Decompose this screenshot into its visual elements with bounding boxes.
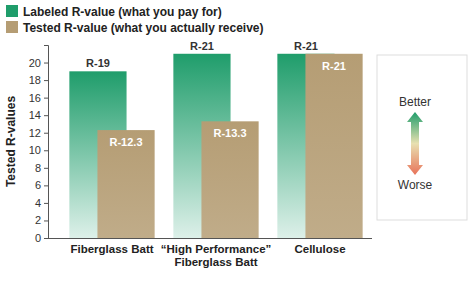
tick-mark [44,115,48,116]
bar [305,54,362,238]
axis-title: Tested R-values [4,96,18,187]
tick-mark [44,238,48,239]
bar [97,130,154,238]
annotation-frame [377,55,467,220]
tick-mark [44,133,48,134]
tick-mark [44,220,48,221]
tick: 14 [29,109,48,121]
axis-line [48,238,372,239]
tick: 16 [29,92,48,104]
tick: 0 [35,232,48,244]
axis-line [44,46,49,239]
data-label: R-12.3 [110,136,143,148]
data-label: R-19 [86,57,110,69]
tick: Cellulose [294,243,345,255]
data-label: R-21 [294,40,318,52]
tick: 20 [29,57,48,69]
arrow [407,112,423,175]
legend-label: Tested R-value (what you actually receiv… [23,21,264,35]
data-labels: R-19 R-21 R-21 R-12.3 R-13.3 R-21 [86,40,346,148]
legend-swatch [6,5,18,17]
annotation: Better Worse [377,55,467,220]
chart: R-19 R-21 R-21 R-12.3 R-13.3 R-21 0 2 4 6 8 10 12 14 1… [0,0,473,292]
data-label: R-21 [322,60,346,72]
tick-label: Cellulose [294,243,345,255]
tick: 8 [35,162,48,174]
data-label: R-13.3 [214,127,247,139]
annotation-label: Better [399,95,431,109]
tick: 10 [29,144,48,156]
tick-label: 4 [35,197,41,209]
tick-mark [44,203,48,204]
data-label: R-21 [190,40,214,52]
tick-label: “High Performance”Fiberglass Batt [161,243,272,268]
tick-label: 2 [35,214,41,226]
legend-item: Tested R-value (what you actually receiv… [6,21,264,35]
tick-label: 18 [29,74,41,86]
tick-label: 16 [29,92,41,104]
chart-container: R-19 R-21 R-21 R-12.3 R-13.3 R-21 0 2 4 6 8 10 12 14 1… [0,0,473,292]
x-axis: Fiberglass Batt “High Performance”Fibergl… [48,239,372,269]
y-axis: 0 2 4 6 8 10 12 14 16 18 20 [29,46,49,245]
tick-label: 0 [35,232,41,244]
tick-label: 14 [29,109,41,121]
tick-mark [44,80,48,81]
legend-label: Labeled R-value (what you pay for) [23,5,222,19]
tick-mark [44,185,48,186]
tick: 12 [29,127,48,139]
bar [201,121,258,238]
tick-label: 12 [29,127,41,139]
tick-label: Fiberglass Batt [70,243,153,255]
tick-mark [44,168,48,169]
annotation-label: Worse [398,178,433,192]
tick-mark [44,150,48,151]
tick: 18 [29,74,48,86]
tick-label: 10 [29,144,41,156]
legend-swatch [6,21,18,33]
tick: Fiberglass Batt [70,243,153,255]
tick-label: 6 [35,179,41,191]
tick: 4 [35,197,48,209]
tick-mark [44,98,48,99]
legend-item: Labeled R-value (what you pay for) [6,5,222,19]
tick-label: 20 [29,57,41,69]
bars [69,54,362,238]
tick-label: 8 [35,162,41,174]
tick-mark [44,63,48,64]
tick: “High Performance”Fiberglass Batt [161,243,272,268]
legend: Labeled R-value (what you pay for) Tested… [6,5,264,35]
tick: 2 [35,214,48,226]
tick: 6 [35,179,48,191]
